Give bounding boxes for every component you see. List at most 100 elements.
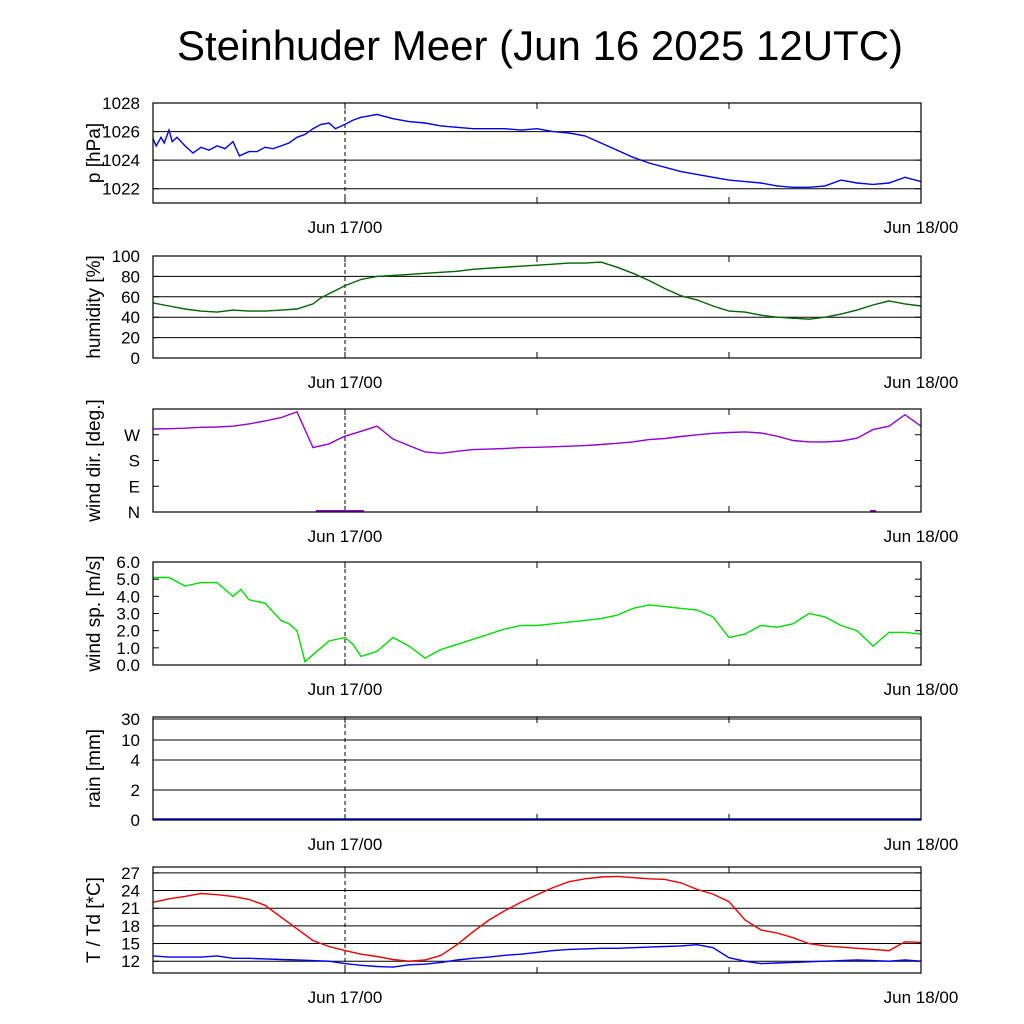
data-point: [728, 957, 730, 959]
data-point: [888, 631, 890, 633]
data-point: [904, 176, 906, 178]
data-point: [344, 962, 346, 965]
data-point: [488, 267, 490, 269]
data-point: [296, 928, 298, 930]
y-tick-label: 40: [121, 308, 140, 327]
data-point: [616, 614, 618, 616]
data-point: [456, 270, 458, 272]
data-point: [280, 619, 282, 621]
data-point: [504, 266, 506, 268]
data-point: [472, 268, 474, 270]
data-point: [408, 273, 410, 275]
data-point: [216, 894, 218, 896]
data-point: [296, 136, 298, 138]
data-point: [408, 960, 410, 962]
data-point: [304, 133, 306, 136]
data-point: [792, 317, 794, 319]
x-tick-label: Jun 18/00: [884, 218, 959, 237]
data-point: [184, 585, 186, 587]
data-point: [184, 145, 186, 147]
data-point: [648, 279, 650, 282]
data-point: [240, 588, 242, 591]
y-tick-label: 27: [121, 864, 140, 883]
data-point: [248, 957, 250, 959]
y-axis-label: humidity [%]: [84, 255, 105, 358]
data-point: [856, 182, 858, 184]
data-point: [328, 293, 330, 295]
y-tick-label: 12: [121, 952, 140, 971]
data-point: [696, 888, 698, 890]
panel-5: 0 2 410 30 rain [mm] Jun 17/00 Jun 18/00: [84, 710, 958, 854]
series-line-t: [152, 875, 922, 962]
data-point: [680, 170, 682, 173]
data-point: [808, 318, 810, 320]
data-point: [872, 304, 874, 306]
data-point: [536, 128, 538, 130]
data-point: [712, 176, 714, 178]
data-point: [328, 122, 330, 124]
data-point: [824, 616, 826, 618]
data-point: [760, 624, 762, 627]
series-line-td: [152, 943, 922, 968]
y-tick-label: 2.0: [116, 622, 140, 641]
y-axis-label: wind dir. [deg.]: [84, 399, 105, 523]
data-point: [328, 960, 330, 962]
y-tick-label: 1026: [102, 123, 140, 142]
data-point: [171, 140, 173, 143]
data-point: [744, 633, 746, 635]
series-line: [152, 411, 922, 455]
data-point: [872, 645, 874, 647]
data-point: [216, 582, 218, 584]
data-point: [334, 128, 336, 130]
data-point: [840, 313, 842, 315]
data-point: [488, 633, 490, 635]
y-tick-label: 30: [121, 710, 140, 729]
y-tick-label: 1.0: [116, 639, 140, 658]
data-point: [808, 186, 810, 188]
data-point: [536, 951, 538, 953]
data-point: [312, 128, 314, 130]
data-point: [856, 309, 858, 311]
data-point: [888, 950, 890, 952]
data-point: [648, 946, 650, 948]
data-point: [224, 148, 226, 150]
y-tick-label: 18: [121, 917, 140, 936]
data-point: [312, 960, 314, 962]
data-point: [200, 310, 202, 312]
data-point: [264, 904, 266, 906]
series-line: [153, 576, 922, 663]
data-point: [872, 948, 874, 951]
data-point: [168, 129, 170, 131]
data-point: [840, 624, 842, 627]
data-point: [440, 125, 442, 127]
data-point: [888, 182, 890, 184]
data-point: [632, 156, 634, 158]
data-point: [272, 148, 274, 150]
data-point: [808, 961, 810, 963]
data-point: [504, 628, 506, 630]
data-point: [680, 295, 682, 297]
data-point: [728, 901, 730, 903]
data-point: [488, 956, 490, 958]
data-point: [344, 123, 346, 126]
data-point: [312, 654, 314, 656]
data-point: [200, 582, 202, 584]
x-tick-label: Jun 17/00: [308, 527, 383, 546]
data-point: [616, 149, 618, 151]
data-point: [155, 145, 157, 147]
data-point: [160, 136, 162, 138]
data-point: [888, 960, 890, 962]
data-point: [256, 150, 258, 153]
page-title: Steinhuder Meer (Jun 16 2025 12UTC): [176, 22, 904, 69]
data-point: [360, 953, 362, 955]
data-point: [392, 966, 394, 968]
data-point: [504, 128, 506, 130]
x-tick-label: Jun 17/00: [308, 835, 383, 854]
y-tick-label: 3.0: [116, 605, 140, 624]
data-point: [760, 929, 762, 931]
data-point: [456, 959, 458, 961]
data-point: [504, 909, 506, 912]
data-point: [520, 901, 522, 903]
